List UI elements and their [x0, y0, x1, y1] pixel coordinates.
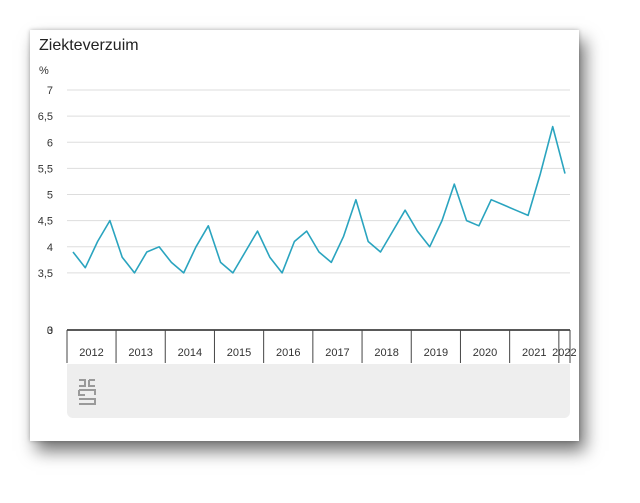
- y-tick-label: 0: [47, 325, 53, 337]
- x-tick-label: 2014: [178, 347, 202, 359]
- series-line: [72, 125, 566, 274]
- x-tick-label: 2016: [276, 347, 300, 359]
- x-tick-label: 2018: [374, 347, 398, 359]
- x-tick-label: 2012: [79, 347, 103, 359]
- chart-title: Ziekteverzuim: [39, 37, 139, 54]
- x-tick-label: 2019: [424, 347, 448, 359]
- cbs-logo-icon: [78, 379, 96, 405]
- y-tick-label: 4,5: [38, 216, 53, 228]
- x-tick-label: 2017: [325, 347, 349, 359]
- y-tick-label: 3: [47, 325, 53, 337]
- y-tick-label: 4: [47, 242, 53, 254]
- chart-card: Ziekteverzuim % 0 3 3,5 4 4,5 5 5,5 6 6,5 7 2012 201…: [30, 30, 579, 441]
- y-axis-unit: %: [39, 65, 49, 77]
- footer-panel: [67, 364, 570, 418]
- x-tick-label: 2022: [552, 347, 576, 359]
- y-tick-label: 3,5: [38, 268, 53, 280]
- x-tick-label: 2020: [473, 347, 497, 359]
- y-tick-label: 5: [47, 190, 53, 202]
- x-tick-label: 2013: [128, 347, 152, 359]
- y-tick-label: 6: [47, 137, 53, 149]
- y-tick-label: 5,5: [38, 163, 53, 175]
- x-tick-label: 2015: [227, 347, 251, 359]
- line-chart: % 03 3,5 4 4,5 5 5,5 6 6,5 7 2012 2013 2014 2015 2016 2…: [38, 65, 577, 363]
- y-tick-label: 6,5: [38, 111, 53, 123]
- x-tick-label: 2021: [522, 347, 546, 359]
- y-tick-label: 7: [47, 85, 53, 97]
